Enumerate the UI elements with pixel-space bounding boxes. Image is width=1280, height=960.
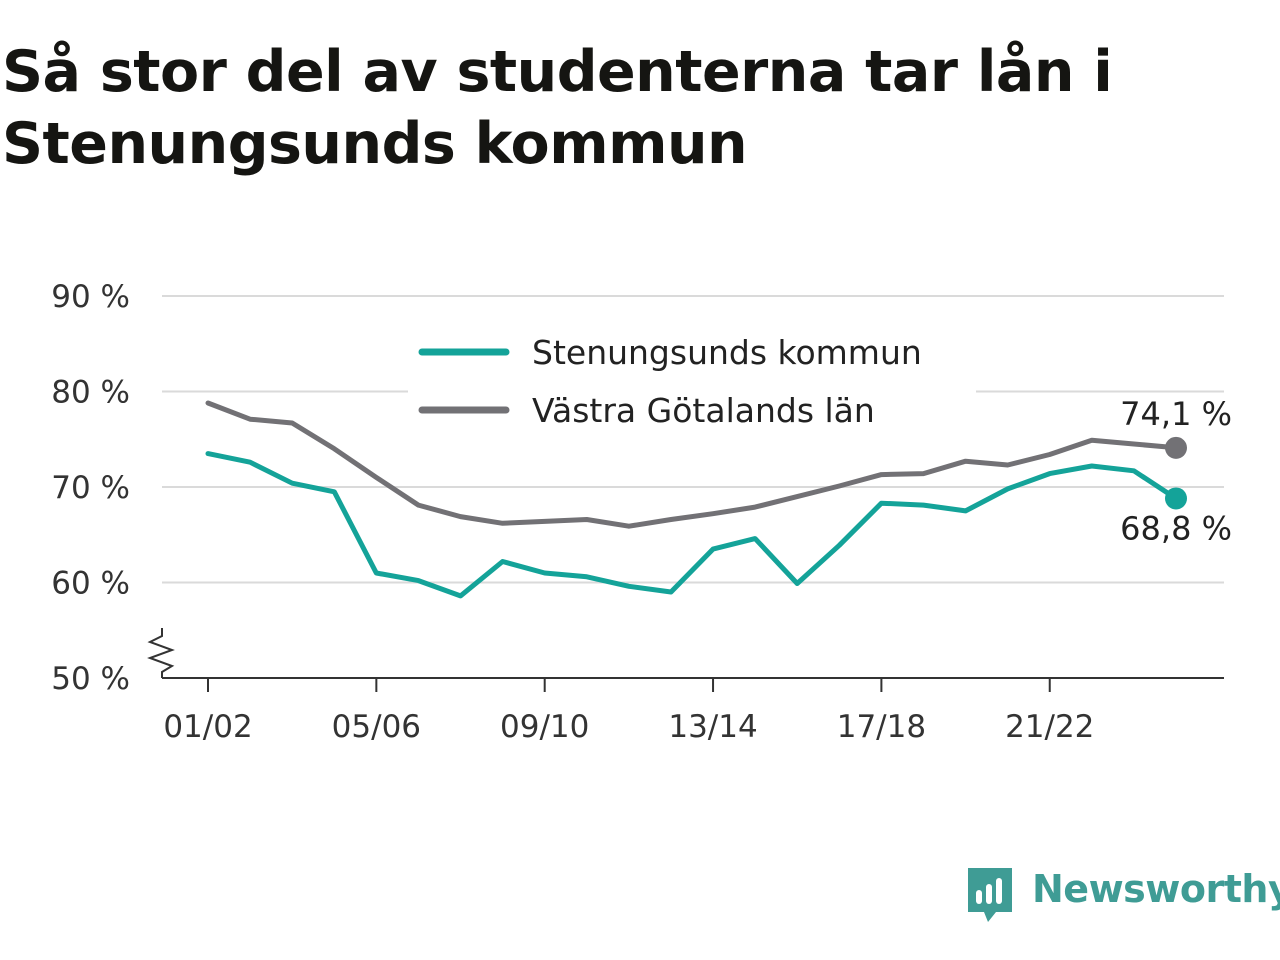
axis-break-icon xyxy=(147,628,175,678)
y-tick-label: 50 % xyxy=(51,661,130,697)
end-labels: 68,8 % 74,1 % xyxy=(1120,395,1232,548)
series-end-label: 68,8 % xyxy=(1120,509,1232,547)
x-tick-label: 09/10 xyxy=(500,709,589,745)
series-end-label: 74,1 % xyxy=(1120,395,1232,433)
y-tick-label: 80 % xyxy=(51,375,130,411)
legend-label: Västra Götalands län xyxy=(532,391,875,430)
series-end-dot xyxy=(1165,436,1187,459)
newsworthy-logo: Newsworthy xyxy=(964,864,1280,928)
legend-background xyxy=(408,326,976,448)
newsworthy-logo-icon xyxy=(968,868,1012,922)
x-tick-label: 17/18 xyxy=(837,709,926,745)
chart-title: Så stor del av studenterna tar lån i Ste… xyxy=(2,39,1113,177)
newsworthy-logo-text: Newsworthy xyxy=(1032,867,1280,911)
series-end-dot xyxy=(1165,487,1187,510)
x-tick-label: 05/06 xyxy=(332,709,421,745)
x-tick-label: 13/14 xyxy=(668,709,757,745)
series-lines xyxy=(205,400,1187,599)
y-tick-label: 90 % xyxy=(51,279,130,315)
series-line xyxy=(205,451,1179,599)
y-tick-label: 70 % xyxy=(51,470,130,506)
y-tick-label: 60 % xyxy=(51,566,130,602)
x-axis: 01/02 05/06 09/10 13/14 17/18 21/22 xyxy=(162,677,1224,745)
legend: Stenungsunds kommun Västra Götalands län xyxy=(408,326,976,448)
series-line xyxy=(205,400,1179,529)
x-tick-label: 01/02 xyxy=(163,709,252,745)
legend-label: Stenungsunds kommun xyxy=(532,333,922,372)
y-axis: 50 % 60 % 70 % 80 % 90 % xyxy=(51,279,175,697)
x-tick-label: 21/22 xyxy=(1005,709,1094,745)
